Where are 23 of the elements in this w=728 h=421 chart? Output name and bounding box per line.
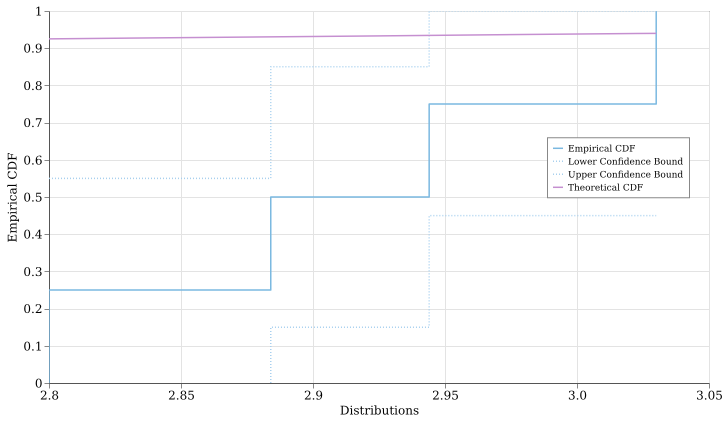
y-tick-label: 0.8 <box>23 78 42 93</box>
legend-label: Empirical CDF <box>568 144 636 154</box>
legend-label: Lower Confidence Bound <box>568 157 684 168</box>
x-tick-label: 2.95 <box>432 388 459 402</box>
y-tick-label: 0.1 <box>23 339 42 354</box>
x-tick-label: 2.85 <box>168 388 195 402</box>
y-tick-label: 0.6 <box>23 153 42 168</box>
x-tick-label: 3.0 <box>568 388 588 402</box>
x-tick-label: 2.9 <box>304 388 324 402</box>
y-axis-title: Empirical CDF <box>5 152 20 242</box>
y-tick-label: 0.7 <box>23 116 42 130</box>
x-tick-label: 2.8 <box>40 388 60 402</box>
x-axis-title: Distributions <box>340 404 420 418</box>
legend-label: Upper Confidence Bound <box>568 170 684 180</box>
y-tick-label: 0.4 <box>23 228 43 242</box>
y-tick-label: 0.3 <box>23 264 42 279</box>
x-tick-label: 3.05 <box>696 388 723 402</box>
legend-label: Theoretical CDF <box>568 183 644 194</box>
y-tick-label: 0.9 <box>23 42 42 56</box>
y-tick-label: 1 <box>34 4 42 18</box>
y-tick-label: 0.5 <box>23 190 42 204</box>
y-tick-label: 0 <box>34 376 42 390</box>
y-tick-label: 0.2 <box>23 302 42 316</box>
